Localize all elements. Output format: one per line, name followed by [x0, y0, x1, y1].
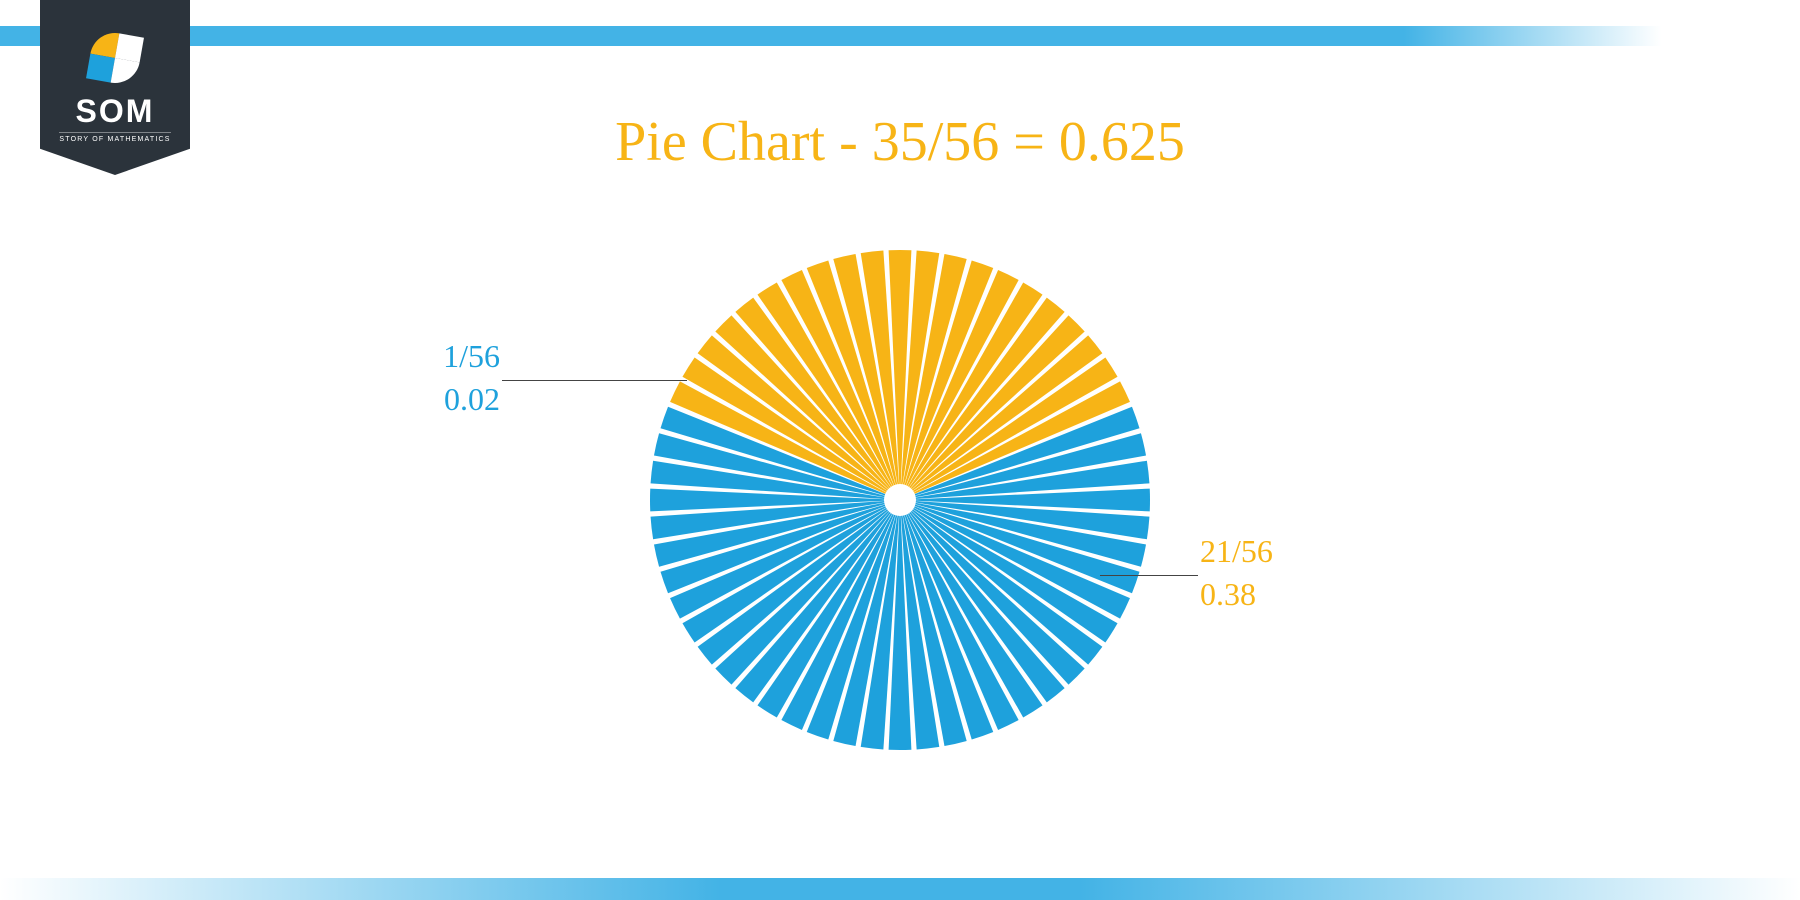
callout-left-fraction: 1/56 — [390, 335, 500, 378]
callout-right: 21/56 0.38 — [1200, 530, 1320, 616]
logo-quad-br — [111, 58, 140, 87]
callout-left: 1/56 0.02 — [390, 335, 500, 421]
logo-icon — [86, 29, 144, 87]
logo-quad-tr — [115, 33, 144, 62]
chart-title: Pie Chart - 35/56 = 0.625 — [0, 110, 1800, 174]
callout-right-decimal: 0.38 — [1200, 573, 1320, 616]
pie-svg — [640, 240, 1160, 760]
footer-accent-bar — [0, 878, 1800, 900]
callout-right-fraction: 21/56 — [1200, 530, 1320, 573]
pie-center-dot — [884, 484, 916, 516]
callout-left-decimal: 0.02 — [390, 378, 500, 421]
header-bar-gradient — [1404, 26, 1800, 46]
callout-leader-right — [1100, 575, 1198, 576]
pie-chart — [640, 240, 1160, 760]
callout-leader-left — [502, 380, 687, 381]
header-accent-bar — [0, 26, 1800, 46]
header-bar-solid — [0, 26, 1404, 46]
